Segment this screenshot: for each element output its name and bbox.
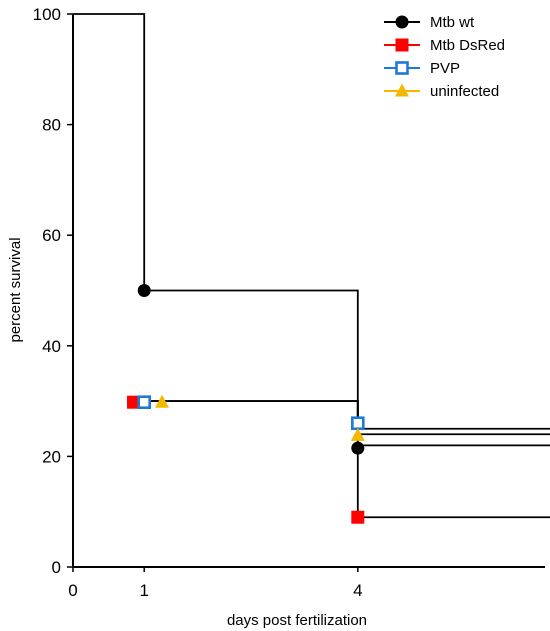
data-point	[127, 395, 141, 409]
series-layer	[73, 13, 550, 524]
series-markers-mtb-wt	[137, 284, 365, 455]
legend-label: uninfected	[430, 83, 499, 100]
series-step-line	[144, 400, 550, 519]
data-point	[155, 394, 169, 408]
legend: Mtb wt Mtb DsRed PVP uninfected	[384, 14, 505, 100]
series-markers-pvp	[137, 395, 365, 431]
legend-item: PVP	[384, 60, 460, 77]
series-uninfected	[144, 400, 550, 430]
y-tick-label: 80	[42, 116, 61, 135]
legend-label: Mtb DsRed	[430, 37, 505, 54]
data-point	[137, 395, 151, 410]
y-tick-label: 60	[42, 226, 61, 245]
legend-marker	[395, 15, 409, 29]
legend-item: Mtb DsRed	[384, 37, 505, 54]
series-step-line	[144, 400, 550, 430]
legend-marker	[395, 61, 409, 75]
series-pvp	[144, 400, 550, 436]
data-point	[351, 441, 365, 455]
legend-item: uninfected	[384, 83, 499, 100]
data-point	[137, 284, 151, 297]
series-step-line	[144, 400, 550, 436]
legend-marker	[395, 83, 409, 97]
y-tick-label: 100	[33, 5, 61, 24]
x-tick-label: 0	[68, 581, 77, 600]
y-axis-label: percent survival	[7, 237, 24, 342]
legend-marker	[395, 38, 409, 52]
legend-label: Mtb wt	[430, 14, 475, 31]
y-tick-label: 20	[42, 447, 61, 466]
y-tick-label: 0	[52, 558, 61, 577]
data-point	[350, 427, 365, 441]
series-step-line	[73, 13, 550, 447]
data-point	[351, 510, 365, 524]
data-point	[350, 416, 365, 431]
series-markers-uninfected	[155, 394, 365, 441]
series-mtb-wt	[73, 13, 550, 447]
y-tick-label: 40	[42, 337, 61, 356]
x-tick-label: 1	[139, 581, 148, 600]
series-mtb-dsred	[144, 400, 550, 519]
legend-item: Mtb wt	[384, 14, 475, 31]
series-markers-mtb-dsred	[127, 395, 365, 524]
legend-label: PVP	[430, 60, 460, 77]
axes: 020406080100014789	[33, 5, 545, 600]
x-axis-label: days post fertilization	[227, 612, 367, 629]
x-tick-label: 4	[353, 581, 362, 600]
